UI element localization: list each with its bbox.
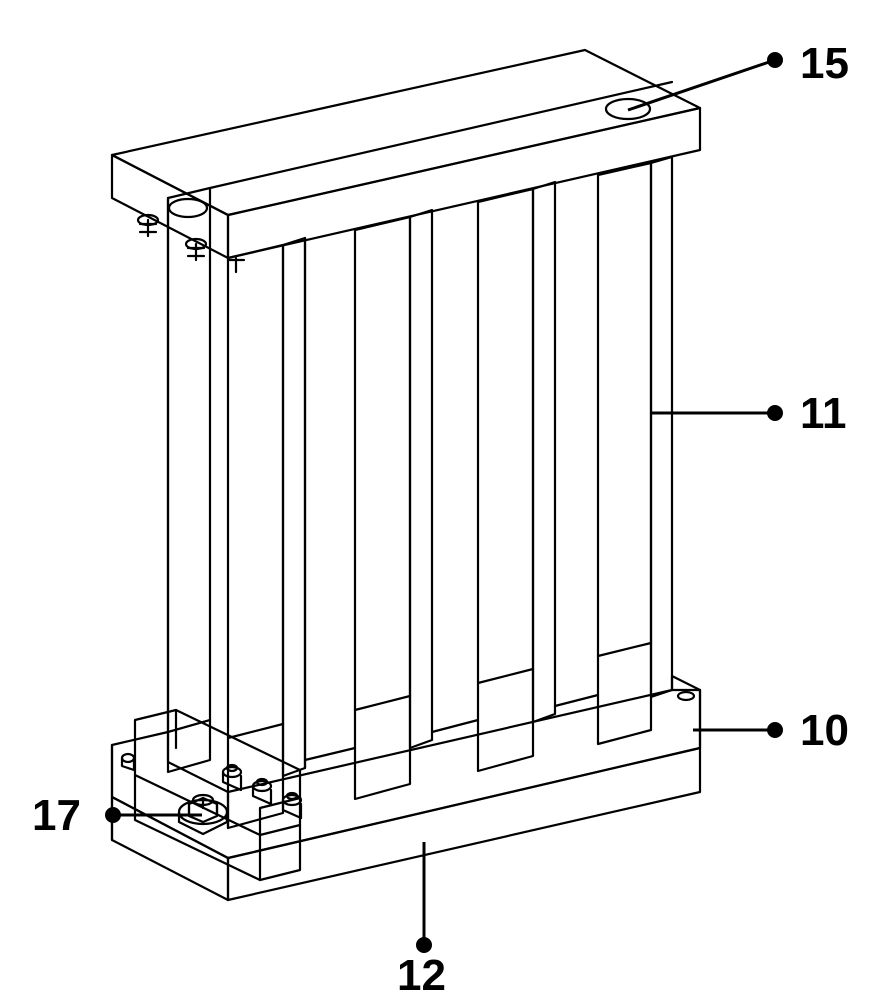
labels: 15 11 10 17 12 [32,39,849,1000]
vertical-panels [168,82,672,828]
technical-figure: 15 11 10 17 12 [0,0,895,1000]
top-hole-left [169,199,207,217]
left-side-bolt [122,754,134,770]
left-foot-bracket [135,710,301,880]
label-11: 11 [800,389,847,438]
label-10: 10 [800,706,849,755]
label-15: 15 [800,39,849,88]
top-plate [112,50,700,258]
leader-15 [628,60,775,110]
label-17: 17 [32,791,81,840]
label-12: 12 [397,951,446,1000]
bottom-base [112,676,700,900]
